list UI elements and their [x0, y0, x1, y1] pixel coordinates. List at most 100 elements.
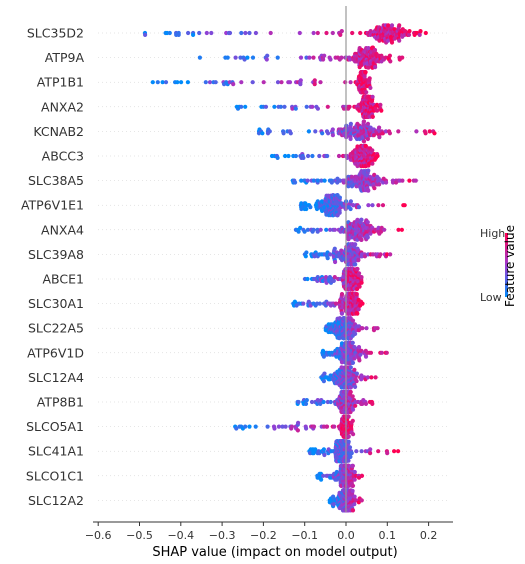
shap-point: [278, 104, 283, 109]
shap-point: [329, 180, 334, 185]
shap-point: [328, 399, 333, 405]
shap-point: [346, 434, 351, 439]
shap-point: [366, 46, 371, 51]
shap-point: [234, 426, 239, 431]
shap-point: [356, 248, 361, 253]
shap-point: [350, 340, 355, 345]
shap-point: [333, 259, 338, 265]
shap-point: [163, 80, 169, 85]
shap-point: [350, 407, 356, 412]
shap-point: [261, 80, 266, 85]
shap-point: [353, 242, 358, 247]
shap-point: [376, 203, 381, 208]
shap-point: [272, 104, 277, 109]
feature-label: SLCO1C1: [26, 468, 84, 483]
shap-point: [260, 131, 265, 136]
x-tick-label: −0.6: [85, 529, 112, 542]
x-tick-label: −0.3: [209, 529, 236, 542]
shap-point: [384, 180, 389, 185]
shap-point: [348, 80, 353, 85]
shap-point: [231, 82, 236, 87]
shap-point: [301, 301, 306, 306]
shap-point: [310, 104, 315, 109]
shap-point: [379, 229, 384, 234]
shap-point: [279, 80, 284, 85]
shap-point: [356, 307, 361, 312]
shap-point: [355, 311, 360, 316]
shap-point: [413, 178, 418, 183]
shap-point: [243, 104, 248, 109]
shap-point: [332, 227, 337, 232]
shap-point: [396, 449, 401, 454]
shap-point: [276, 424, 281, 429]
shap-point: [317, 301, 322, 306]
shap-point: [399, 227, 404, 232]
x-tick-label: −0.1: [291, 529, 318, 542]
shap-point: [213, 80, 218, 85]
shap-point: [366, 168, 371, 173]
shap-point: [350, 30, 355, 36]
shap-point: [287, 80, 293, 85]
shap-point: [275, 80, 281, 85]
feature-label: SLC41A1: [28, 444, 84, 459]
shap-point: [364, 326, 369, 331]
shap-point: [359, 280, 364, 285]
shap-point: [325, 399, 330, 405]
feature-label: SLC12A4: [28, 370, 84, 385]
shap-point: [253, 424, 258, 429]
shap-point: [338, 32, 343, 38]
x-tick-label: 0.0: [337, 529, 355, 542]
shap-point: [238, 55, 243, 60]
shap-point: [387, 53, 392, 58]
shap-point: [289, 424, 294, 429]
shap-point: [355, 217, 360, 222]
shap-point: [400, 55, 405, 60]
shap-point: [353, 403, 358, 408]
feature-label: KCNAB2: [33, 124, 84, 139]
shap-point: [197, 55, 202, 60]
shap-point: [417, 32, 422, 38]
feature-labels: SLC35D2 ATP9A ATP1B1 ANXA2 KCNAB2 ABCC3 SLC38A…: [21, 26, 85, 508]
shap-point: [384, 350, 389, 355]
shap-point: [354, 449, 359, 454]
colorbar: High Low Feature value: [480, 225, 517, 307]
shap-point: [348, 365, 353, 370]
shap-point: [185, 80, 190, 85]
shap-point: [209, 30, 214, 36]
shap-point: [400, 178, 405, 183]
shap-point: [239, 80, 244, 85]
shap-point: [368, 451, 373, 456]
shap-point: [387, 131, 392, 136]
shap-point: [402, 203, 407, 208]
shap-point: [368, 447, 373, 452]
shap-point: [346, 439, 351, 444]
shap-point: [378, 252, 383, 257]
shap-point: [319, 178, 324, 183]
shap-point: [306, 153, 311, 159]
shap-point: [203, 80, 208, 85]
shap-point: [304, 206, 309, 212]
shap-point: [360, 401, 365, 406]
shap-point: [204, 30, 209, 36]
shap-point: [352, 502, 357, 507]
shap-point: [304, 104, 309, 109]
shap-point: [373, 65, 378, 70]
x-tick-label: −0.4: [167, 529, 194, 542]
shap-point: [361, 139, 367, 144]
colorbar-high-label: High: [480, 227, 505, 240]
shap-point: [304, 250, 309, 255]
shap-point: [337, 210, 342, 215]
shap-point: [414, 129, 419, 134]
shap-point: [308, 205, 313, 210]
shap-point: [265, 424, 270, 429]
shap-point: [293, 106, 298, 111]
feature-label: ANXA2: [41, 99, 84, 114]
shap-point: [325, 153, 330, 159]
shap-point: [348, 121, 353, 126]
shap-point: [379, 108, 384, 113]
shap-point: [315, 229, 320, 234]
shap-point: [339, 341, 345, 346]
shap-point: [372, 186, 377, 191]
shap-point: [377, 182, 382, 187]
shap-point: [312, 82, 317, 87]
